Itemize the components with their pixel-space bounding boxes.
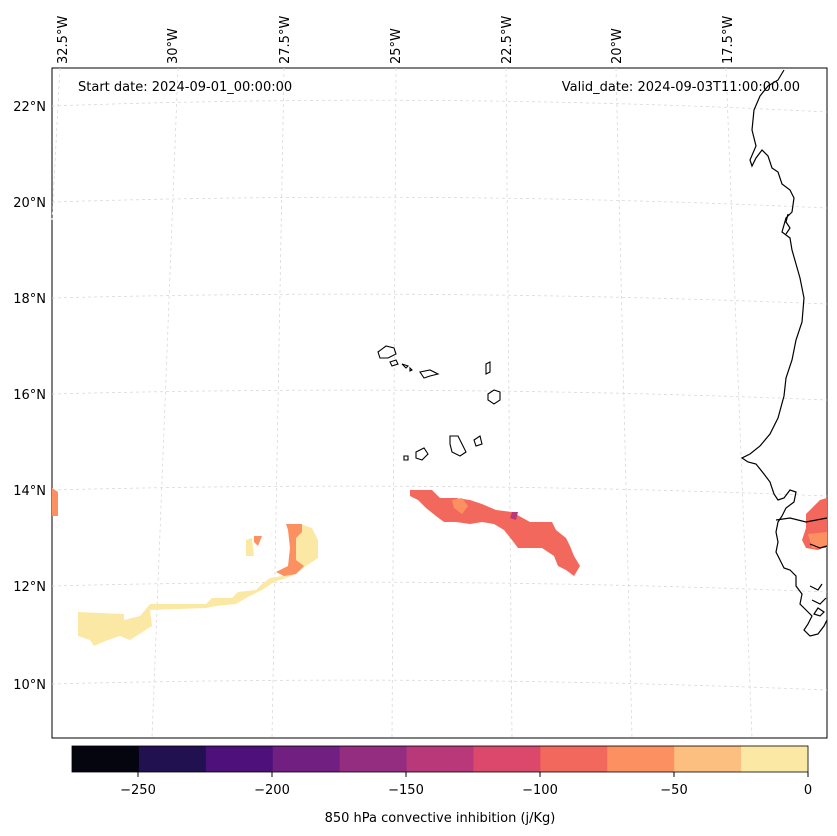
cin-patch-coast-orange (808, 532, 827, 548)
colorbar-label: 850 hPa convective inhibition (j/Kg) (325, 811, 556, 826)
colorbar-swatch (674, 746, 742, 772)
cin-patch-left-edge (52, 488, 58, 516)
colorbar-swatch (540, 746, 608, 772)
colorbar-tick-neg250: −250 (120, 783, 156, 798)
islands (377, 345, 501, 461)
colorbar-tick-0: 0 (804, 783, 812, 798)
colorbar-frame (71, 745, 809, 773)
cin-patch-central-red (410, 490, 580, 576)
lat-label-14n: 14°N (13, 484, 46, 499)
cin-patch-pale-small (246, 538, 254, 556)
lat-label-18n: 18°N (13, 292, 46, 307)
colorbar-tick-neg100: −100 (522, 783, 558, 798)
colorbar-tick-neg50: −50 (660, 783, 687, 798)
cin-patch-central-orange (452, 498, 468, 514)
colorbar-swatch (741, 746, 809, 772)
colorbar-tick-neg200: −200 (254, 783, 290, 798)
valid-date-label: Valid_date: 2024-09-03T11:00:00.00 (562, 80, 800, 95)
colorbar-swatch (339, 746, 408, 772)
coastline (740, 69, 828, 637)
cin-patch-orange-rim (276, 524, 304, 576)
lat-label-16n: 16°N (13, 388, 46, 403)
colorbar-tick-neg150: −150 (388, 783, 424, 798)
colorbar-ticks (137, 772, 809, 777)
lat-label-20n: 20°N (13, 196, 46, 211)
lon-label-22-5w: 22.5°W (500, 16, 515, 64)
graticule (51, 67, 828, 739)
lon-label-25w: 25°W (389, 28, 404, 64)
cin-patches (52, 488, 827, 646)
colorbar-swatch (473, 746, 541, 772)
colorbar-swatch (72, 746, 140, 772)
colorbar-swatch (272, 746, 341, 772)
lat-label-22n: 22°N (13, 100, 46, 115)
colorbar-swatch (138, 746, 207, 772)
lat-label-10n: 10°N (13, 678, 46, 693)
cin-patch-central-dark (510, 512, 518, 520)
lon-label-30w: 30°W (166, 28, 181, 64)
colorbar-swatch (607, 746, 675, 772)
colorbar-swatch (406, 746, 474, 772)
lon-label-27-5w: 27.5°W (278, 16, 293, 64)
lon-label-17-5w: 17.5°W (721, 16, 736, 64)
map-frame (51, 67, 828, 739)
lat-label-12n: 12°N (13, 580, 46, 595)
start-date-label: Start date: 2024-09-01_00:00:00 (78, 80, 292, 95)
colorbar (72, 746, 809, 772)
lon-label-32-5w: 32.5°W (56, 16, 71, 64)
lon-label-20w: 20°W (610, 28, 625, 64)
colorbar-swatch (205, 746, 274, 772)
cin-patch-orange-small (254, 536, 262, 546)
